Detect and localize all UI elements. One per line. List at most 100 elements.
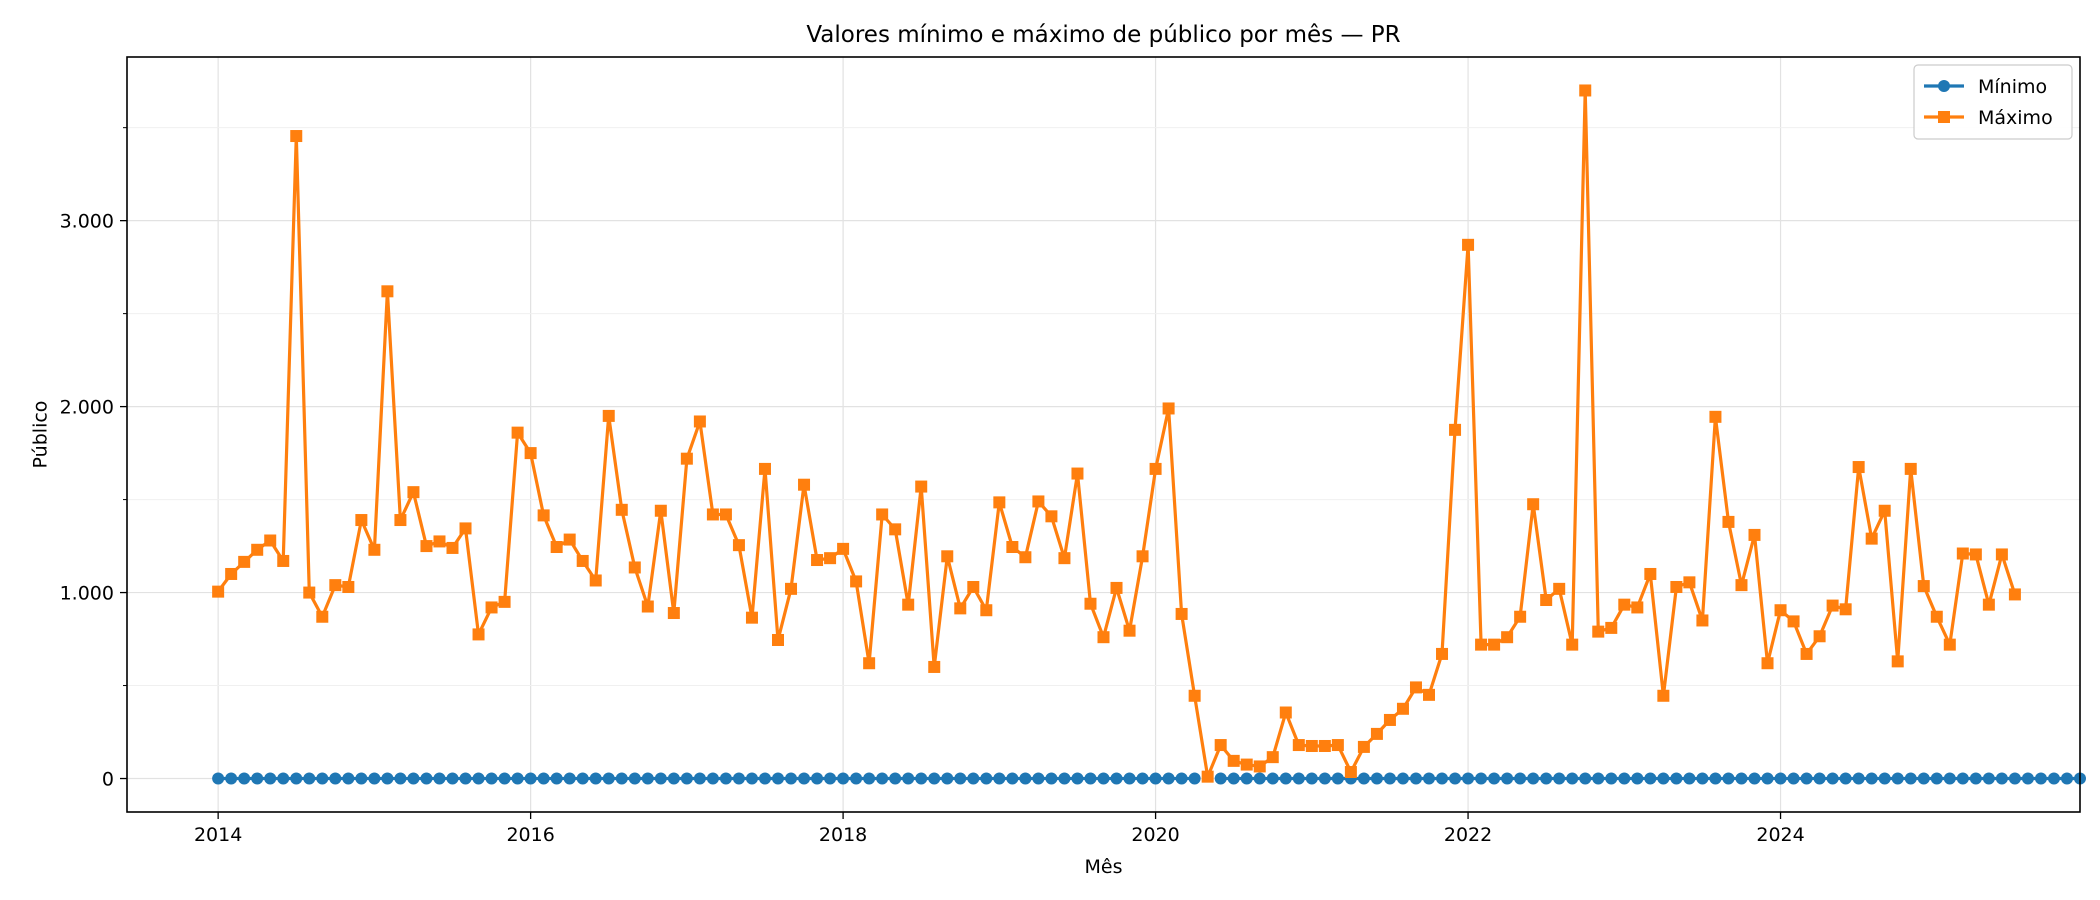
data-point xyxy=(472,772,485,785)
x-tick-label: 2024 xyxy=(1756,824,1804,846)
legend-label: Mínimo xyxy=(1978,76,2047,98)
data-point xyxy=(993,772,1006,785)
data-point xyxy=(1149,462,1162,475)
data-point xyxy=(1449,772,1462,785)
data-point xyxy=(329,772,342,785)
data-point xyxy=(902,772,915,785)
data-point xyxy=(1071,772,1084,785)
data-point xyxy=(1097,631,1110,644)
data-point xyxy=(342,580,355,593)
data-point xyxy=(1423,772,1435,785)
data-point xyxy=(915,772,928,785)
data-point xyxy=(1995,548,2008,561)
data-point xyxy=(785,582,798,595)
data-point xyxy=(1214,739,1227,752)
data-point xyxy=(2008,588,2021,601)
data-point xyxy=(1956,772,1969,785)
data-point xyxy=(641,600,654,613)
series-layer xyxy=(212,84,2086,785)
data-point xyxy=(1409,772,1422,785)
data-point xyxy=(251,772,264,785)
data-point xyxy=(2047,772,2060,785)
data-point xyxy=(837,542,850,555)
data-point xyxy=(212,772,225,785)
data-point xyxy=(680,452,693,465)
data-point xyxy=(1917,580,1930,593)
data-point xyxy=(1592,625,1605,638)
data-point xyxy=(238,555,251,568)
data-point xyxy=(537,509,550,522)
data-point xyxy=(407,486,420,499)
data-point xyxy=(2008,772,2021,785)
data-point xyxy=(1904,772,1917,785)
data-point xyxy=(1240,772,1253,785)
data-point xyxy=(915,480,928,493)
data-point xyxy=(1657,772,1670,785)
data-point xyxy=(1566,638,1579,651)
data-point xyxy=(641,772,654,785)
data-point xyxy=(1123,772,1136,785)
data-point xyxy=(889,772,902,785)
data-point xyxy=(1982,772,1995,785)
data-point xyxy=(628,561,641,574)
data-point xyxy=(1318,739,1331,752)
data-point xyxy=(993,496,1006,509)
data-point xyxy=(1436,772,1449,785)
data-point xyxy=(1644,567,1657,580)
data-point xyxy=(732,539,745,552)
data-point xyxy=(1618,598,1631,611)
data-point xyxy=(1865,772,1878,785)
data-point xyxy=(1735,772,1748,785)
data-point xyxy=(1201,770,1214,783)
data-point xyxy=(1683,772,1696,785)
data-point xyxy=(1527,772,1540,785)
x-axis-label: Mês xyxy=(1085,856,1123,878)
data-point xyxy=(1917,772,1930,785)
data-point xyxy=(654,772,667,785)
data-point xyxy=(303,586,316,599)
data-point xyxy=(1058,552,1071,565)
data-point xyxy=(1227,754,1240,767)
data-point xyxy=(1240,758,1253,771)
data-point xyxy=(550,772,563,785)
data-point xyxy=(290,130,303,143)
data-point xyxy=(342,772,355,785)
data-point xyxy=(1019,772,1032,785)
data-point xyxy=(1032,772,1045,785)
data-point xyxy=(1305,739,1318,752)
data-point xyxy=(485,772,498,785)
series-maximo xyxy=(212,84,2021,783)
data-point xyxy=(589,574,602,587)
data-point xyxy=(1839,603,1852,616)
data-point xyxy=(251,543,264,556)
data-point xyxy=(498,772,511,785)
data-point xyxy=(1618,772,1631,785)
data-point xyxy=(928,660,941,673)
data-point xyxy=(1956,547,1969,560)
data-point xyxy=(1982,598,1995,611)
data-point xyxy=(1540,772,1553,785)
data-point xyxy=(550,541,563,554)
data-point xyxy=(954,772,967,785)
data-point xyxy=(811,554,824,567)
data-point xyxy=(1188,772,1201,785)
data-point xyxy=(1305,772,1318,785)
data-point xyxy=(745,772,758,785)
data-point xyxy=(628,772,641,785)
data-point xyxy=(576,772,589,785)
data-point xyxy=(303,772,316,785)
data-point xyxy=(1579,772,1592,785)
data-point xyxy=(2021,772,2034,785)
data-point xyxy=(1409,681,1422,694)
data-point xyxy=(1045,772,1058,785)
data-point xyxy=(1852,461,1865,474)
data-point xyxy=(1592,772,1605,785)
data-point xyxy=(1436,647,1449,660)
data-point xyxy=(1527,498,1540,511)
data-point xyxy=(1644,772,1657,785)
data-point xyxy=(1266,772,1279,785)
data-point xyxy=(1969,772,1982,785)
data-point xyxy=(381,285,394,298)
data-point xyxy=(277,772,290,785)
